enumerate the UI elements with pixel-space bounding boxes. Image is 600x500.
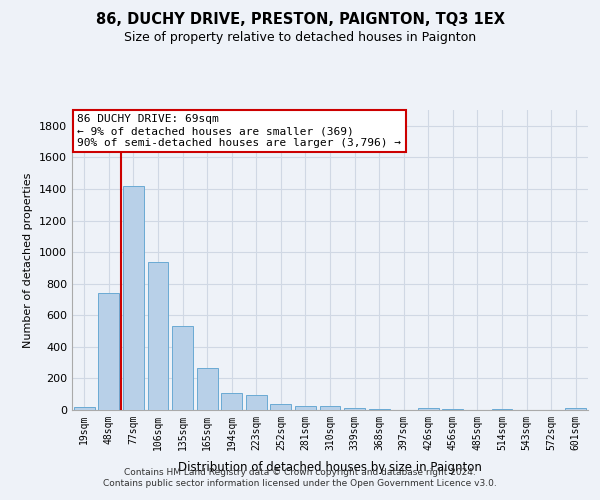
Bar — [172, 326, 193, 410]
Text: 86 DUCHY DRIVE: 69sqm
← 9% of detached houses are smaller (369)
90% of semi-deta: 86 DUCHY DRIVE: 69sqm ← 9% of detached h… — [77, 114, 401, 148]
Bar — [368, 409, 389, 410]
Bar — [246, 395, 267, 410]
Bar — [320, 406, 340, 410]
Bar — [123, 186, 144, 410]
Text: Size of property relative to detached houses in Paignton: Size of property relative to detached ho… — [124, 31, 476, 44]
Bar — [344, 408, 365, 410]
Y-axis label: Number of detached properties: Number of detached properties — [23, 172, 34, 348]
Bar — [98, 293, 119, 410]
Bar — [148, 262, 169, 410]
Bar — [418, 408, 439, 410]
Bar — [74, 406, 95, 410]
Text: 86, DUCHY DRIVE, PRESTON, PAIGNTON, TQ3 1EX: 86, DUCHY DRIVE, PRESTON, PAIGNTON, TQ3 … — [95, 12, 505, 28]
Bar — [491, 409, 512, 410]
Text: Contains HM Land Registry data © Crown copyright and database right 2024.
Contai: Contains HM Land Registry data © Crown c… — [103, 468, 497, 487]
Bar — [295, 406, 316, 410]
X-axis label: Distribution of detached houses by size in Paignton: Distribution of detached houses by size … — [178, 461, 482, 474]
Bar — [197, 368, 218, 410]
Bar — [271, 404, 292, 410]
Bar — [565, 408, 586, 410]
Bar — [442, 409, 463, 410]
Bar — [221, 394, 242, 410]
